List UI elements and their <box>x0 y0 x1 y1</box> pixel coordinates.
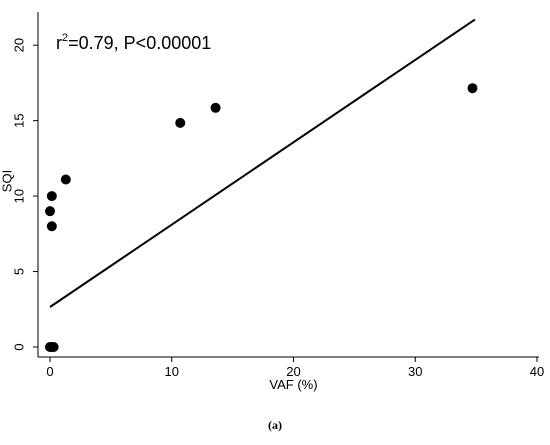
data-point <box>46 221 57 232</box>
data-point <box>46 191 57 202</box>
y-tick-label: 10 <box>11 189 26 203</box>
data-point <box>60 174 71 185</box>
x-tick-label: 30 <box>408 364 422 379</box>
x-tick-label: 10 <box>165 364 179 379</box>
figure-caption: (a) <box>268 418 282 432</box>
data-point <box>175 117 186 128</box>
annotation-text: =0.79, P<0.00001 <box>68 33 211 53</box>
x-tick-label: 0 <box>46 364 53 379</box>
annotation-superscript: 2 <box>62 32 68 44</box>
y-tick-label: 15 <box>11 113 26 127</box>
data-point <box>45 206 55 217</box>
annotation-base: r <box>56 33 62 53</box>
fit-line-group <box>49 18 476 308</box>
x-tick-label: 20 <box>286 364 300 379</box>
y-axis-label: SQI <box>0 170 14 192</box>
r2-annotation: r2=0.79, P<0.00001 <box>56 32 211 53</box>
data-point <box>467 83 478 94</box>
axes: 0 5 10 15 20 0 10 20 30 40 VAF (%) SQI <box>0 12 544 392</box>
x-axis-label: VAF (%) <box>269 377 317 392</box>
y-tick-label: 5 <box>11 268 26 275</box>
data-point <box>48 342 59 352</box>
x-tick-label: 40 <box>530 364 544 379</box>
y-tick-label: 20 <box>11 38 26 52</box>
points-group <box>45 83 478 352</box>
y-tick-label: 0 <box>11 343 26 350</box>
fit-line <box>49 18 476 308</box>
data-point <box>210 102 221 113</box>
